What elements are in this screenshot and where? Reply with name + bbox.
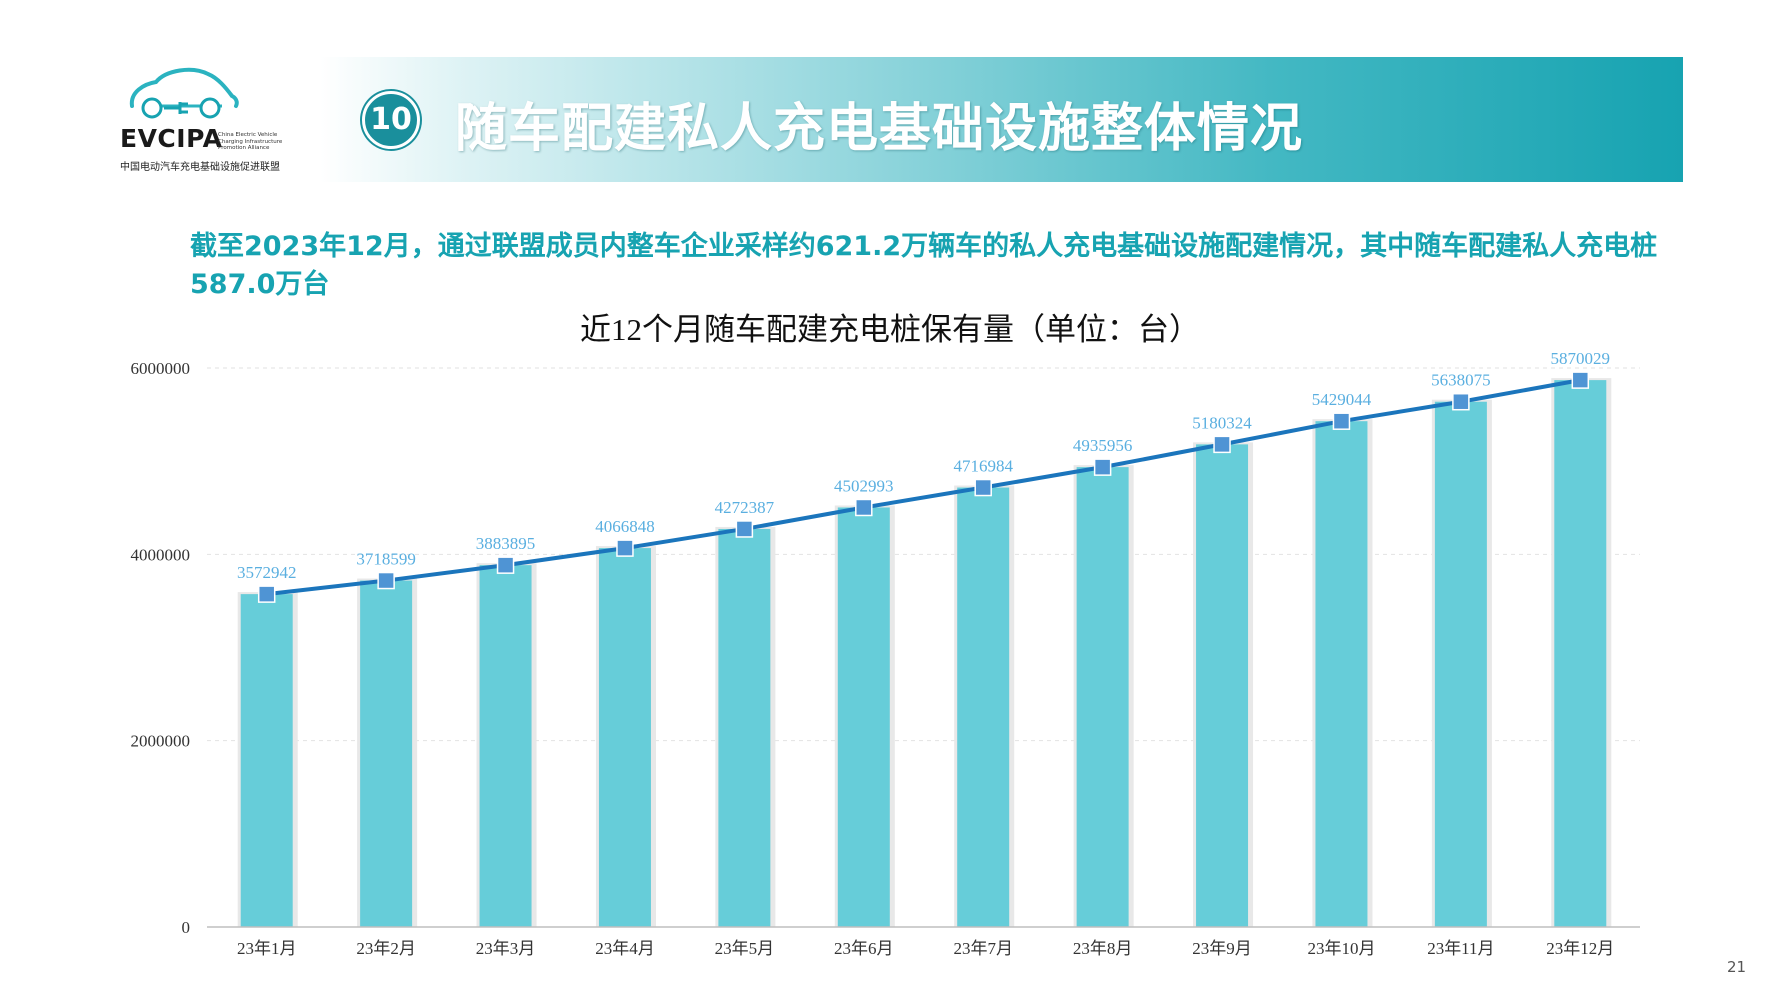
data-label: 3572942 (237, 563, 297, 582)
x-tick-label: 23年12月 (1546, 939, 1614, 958)
x-tick-label: 23年11月 (1427, 939, 1494, 958)
evcipa-logo: EVCIPA China Electric Vehicle Charging I… (110, 62, 300, 182)
bar (837, 507, 890, 927)
data-labels: 3572942 3718599 3883895 4066848 4272387 45029… (237, 349, 1610, 582)
line-marker (1452, 392, 1470, 411)
bar (479, 565, 532, 927)
x-tick-label: 23年3月 (476, 939, 536, 958)
line-marker (974, 478, 992, 497)
line-marker (377, 571, 395, 590)
y-axis: 0 2000000 4000000 6000000 (131, 359, 191, 937)
line-marker (735, 520, 754, 538)
y-tick-label: 4000000 (131, 545, 191, 564)
bar (718, 528, 771, 927)
x-tick-label: 23年7月 (953, 939, 1013, 958)
data-label: 4716984 (953, 457, 1013, 476)
section-title: 随车配建私人充电基础设施整体情况 (455, 99, 1304, 159)
x-tick-label: 23年9月 (1192, 939, 1252, 958)
section-banner (320, 57, 1683, 182)
x-axis-labels: 23年1月 23年2月 23年3月 23年4月 23年5月 23年6月 23年7月 23年8月… (237, 939, 1614, 958)
bar (1554, 380, 1607, 927)
y-tick-label: 0 (182, 918, 191, 937)
x-tick-label: 23年6月 (834, 939, 894, 958)
data-label: 3718599 (356, 550, 416, 569)
line-marker (855, 498, 873, 517)
section-number-badge: 10 (362, 91, 420, 149)
x-tick-label: 23年1月 (237, 939, 297, 958)
line-marker (616, 539, 634, 557)
markers (257, 371, 1590, 603)
bar (1315, 421, 1368, 927)
data-label: 5180324 (1192, 413, 1252, 432)
bar (240, 594, 293, 927)
x-tick-label: 23年2月 (356, 939, 416, 958)
x-tick-label: 23年8月 (1073, 939, 1133, 958)
y-tick-label: 6000000 (131, 359, 191, 378)
bar (360, 580, 413, 927)
line-marker (496, 556, 515, 574)
line-marker (1332, 412, 1351, 430)
page-number: 21 (1727, 958, 1747, 976)
car-plug-icon (129, 67, 239, 119)
data-label: 5638075 (1431, 371, 1491, 390)
logo-chinese-name: 中国电动汽车充电基础设施促进联盟 (120, 162, 280, 173)
line-marker (257, 585, 276, 603)
line-marker (1093, 458, 1112, 476)
bar (1196, 444, 1249, 927)
bar (1434, 401, 1487, 927)
data-label: 5870029 (1551, 349, 1611, 368)
trend-line (266, 378, 1581, 597)
bar (1076, 467, 1129, 927)
bar (598, 548, 651, 927)
data-label: 3883895 (476, 534, 536, 553)
logo-english-name: China Electric Vehicle Charging Infrastr… (218, 132, 283, 151)
chart-title: 近12个月随车配建充电桩保有量（单位：台） (580, 312, 1200, 347)
x-tick-label: 23年4月 (595, 939, 655, 958)
x-tick-label: 23年10月 (1307, 939, 1375, 958)
gridlines (207, 367, 1640, 742)
bar (957, 487, 1010, 927)
data-label: 4272387 (715, 498, 775, 517)
data-label: 4935956 (1073, 436, 1133, 455)
line-marker (1213, 435, 1231, 454)
x-tick-label: 23年5月 (715, 939, 775, 958)
bars (237, 378, 1612, 927)
summary-text: 截至2023年12月，通过联盟成员内整车企业采样约621.2万辆车的私人充电基础… (190, 231, 1658, 300)
data-label: 4502993 (834, 476, 894, 495)
y-tick-label: 2000000 (131, 732, 191, 751)
line-marker (1571, 371, 1590, 389)
data-label: 5429044 (1312, 390, 1372, 409)
logo-abbr: EVCIPA (120, 124, 223, 153)
data-label: 4066848 (595, 517, 655, 536)
